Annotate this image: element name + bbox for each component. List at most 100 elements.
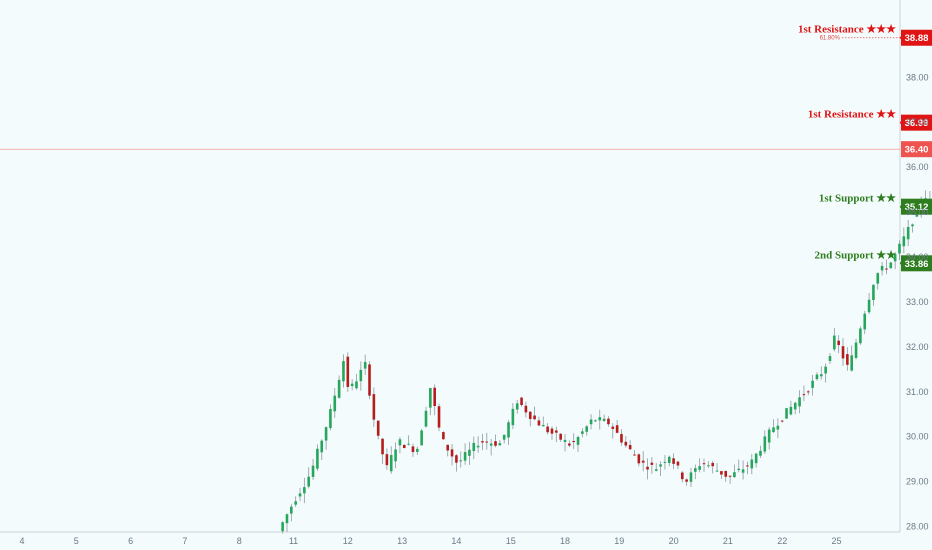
- x-tick-label: 14: [451, 536, 461, 546]
- candle-body: [806, 391, 810, 393]
- candle-body: [720, 471, 723, 475]
- candle-body: [776, 425, 780, 430]
- candle-body: [550, 428, 554, 434]
- price-axis[interactable]: 28.00 29.00 30.00 31.00 32.00 33.00 34.00 35.00…: [906, 72, 929, 531]
- candle-body: [563, 439, 567, 442]
- candle-body: [520, 397, 523, 406]
- candle-body: [798, 397, 801, 407]
- candle-body: [555, 430, 558, 433]
- candle-body: [416, 448, 419, 452]
- candle-body: [893, 253, 897, 262]
- current-price-tag[interactable]: [901, 141, 932, 158]
- candle-body: [694, 468, 697, 472]
- candle-body: [350, 383, 354, 387]
- candle-body: [507, 422, 510, 438]
- candle-body: [772, 427, 775, 433]
- candle-body: [511, 408, 515, 426]
- x-tick-label: 7: [182, 536, 187, 546]
- candle-body: [780, 420, 784, 422]
- level-price-tag-text: 38.88: [905, 33, 929, 44]
- x-tick-label: 22: [777, 536, 787, 546]
- candle-body: [572, 440, 575, 443]
- candle-body: [494, 441, 497, 446]
- candle-body: [524, 405, 528, 413]
- x-tick-label: 12: [343, 536, 353, 546]
- candle-body: [381, 438, 384, 455]
- candle-body: [420, 430, 423, 446]
- time-axis[interactable]: 4 5 6 7 8 11 12 13 14 15 18 19 20 21 22 25: [19, 536, 841, 546]
- candle-body: [585, 426, 589, 432]
- candle-body: [876, 273, 880, 284]
- candle-body: [402, 444, 406, 449]
- levels-group: 61.80%1st Resistance ★★★38.88-27.00%1st …: [798, 24, 932, 272]
- candle-body: [646, 466, 649, 470]
- candle-body: [589, 419, 593, 425]
- candle-body: [463, 452, 467, 461]
- candle-body: [611, 426, 615, 429]
- candle-body: [581, 431, 584, 434]
- level-price-tag[interactable]: [901, 255, 932, 272]
- x-tick-label: 8: [237, 536, 242, 546]
- candle-body: [476, 445, 480, 448]
- candle-body: [889, 262, 893, 269]
- x-tick-label: 15: [506, 536, 516, 546]
- candle-body: [307, 476, 311, 487]
- candle-body: [620, 434, 623, 443]
- level-price-tag[interactable]: [901, 198, 932, 215]
- candle-body: [541, 425, 545, 427]
- candle-body: [385, 454, 389, 466]
- candle-body: [455, 455, 458, 463]
- x-tick-label: 4: [19, 536, 24, 546]
- candle-body: [363, 361, 367, 369]
- candle-body: [333, 395, 337, 412]
- x-tick-label: 5: [74, 536, 79, 546]
- candle-body: [711, 462, 714, 467]
- candle-body: [459, 460, 463, 462]
- candle-body: [281, 522, 284, 532]
- candle-body: [346, 356, 350, 387]
- candle-body: [376, 420, 380, 436]
- candle-body: [746, 465, 749, 467]
- x-tick-label: 13: [397, 536, 407, 546]
- candle-body: [285, 514, 289, 524]
- level-price-tag-text: 35.12: [905, 202, 929, 213]
- candle-body: [303, 487, 306, 494]
- candle-body: [707, 465, 710, 467]
- current-price-tag-text: 36.40: [905, 145, 929, 156]
- candle-body: [741, 469, 745, 473]
- y-tick-label: 31.00: [906, 387, 929, 397]
- candle-body: [793, 402, 797, 410]
- candle-body: [576, 436, 580, 445]
- candle-body: [850, 355, 854, 371]
- candle-body: [659, 464, 662, 467]
- candle-body: [389, 455, 393, 472]
- y-tick-label: 37.00: [906, 117, 929, 127]
- candle-body: [902, 236, 906, 247]
- candle-body: [667, 456, 671, 463]
- candle-body: [767, 429, 771, 443]
- candle-body: [872, 284, 875, 301]
- candle-body: [837, 340, 840, 346]
- candle-body: [607, 418, 610, 425]
- level-title: 2nd Support ★★: [815, 249, 897, 261]
- candle-body: [750, 459, 754, 469]
- candlestick-series: [281, 190, 932, 534]
- candle-body: [411, 446, 415, 453]
- level-title: 1st Support ★★: [819, 193, 896, 205]
- level-price-tag[interactable]: [901, 114, 932, 131]
- candle-body: [433, 387, 436, 407]
- candle-body: [854, 342, 858, 358]
- candle-body: [537, 420, 541, 426]
- y-tick-label: 32.00: [906, 342, 929, 352]
- candle-body: [324, 427, 328, 441]
- level-price-tag[interactable]: [901, 29, 932, 46]
- candle-body: [637, 454, 641, 464]
- y-tick-label: 28.00: [906, 522, 929, 532]
- candle-body: [833, 335, 836, 350]
- candle-body: [355, 381, 358, 389]
- candle-body: [733, 472, 736, 478]
- y-tick-label: 29.00: [906, 477, 929, 487]
- candle-body: [298, 493, 302, 497]
- candle-body: [368, 364, 371, 396]
- candle-body: [450, 449, 454, 457]
